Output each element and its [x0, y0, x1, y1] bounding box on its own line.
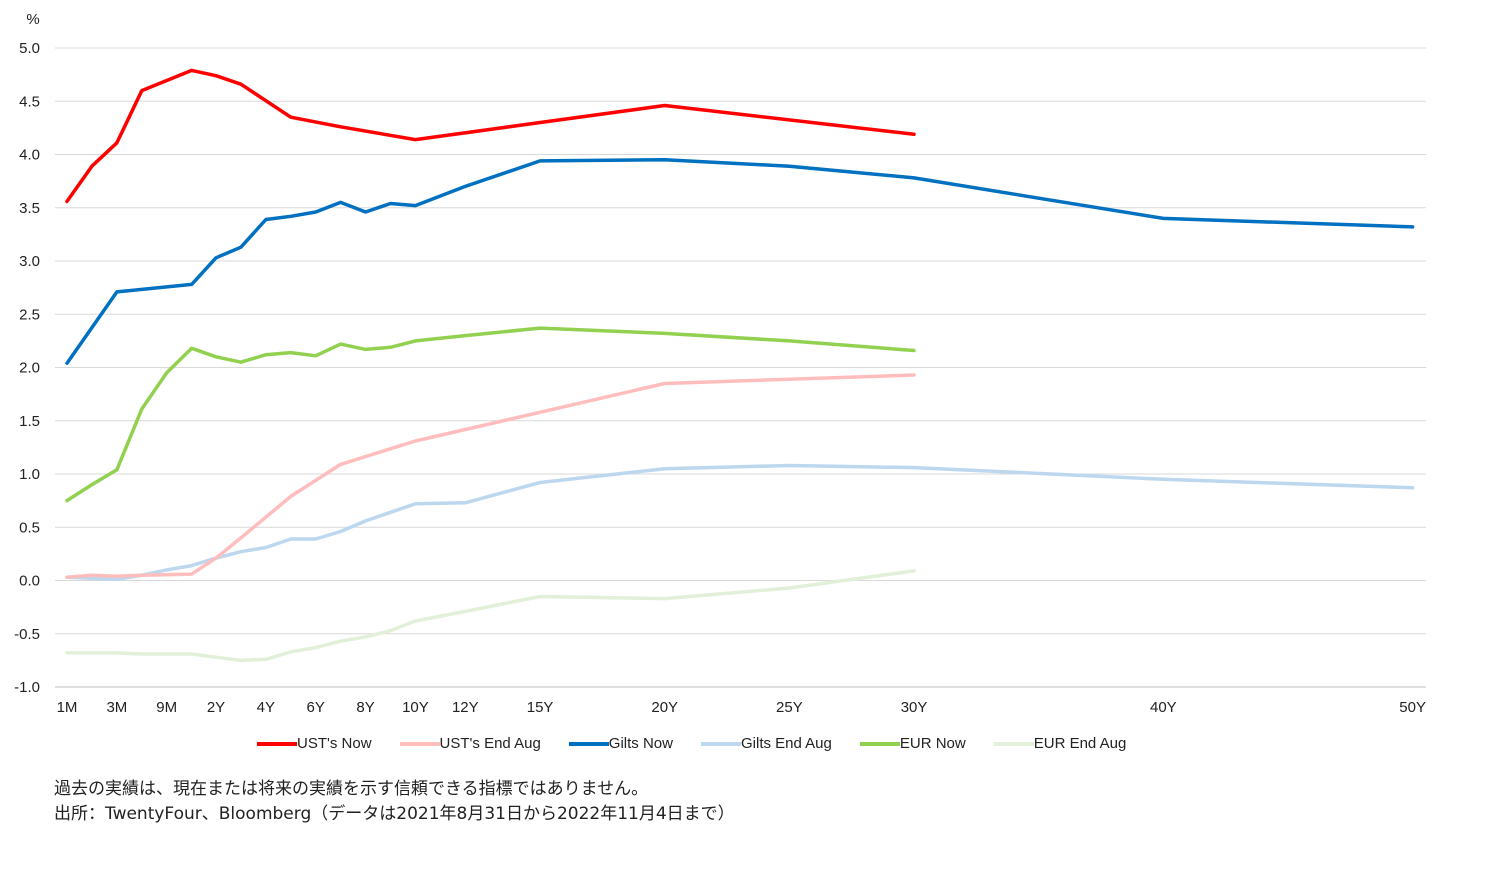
y-tick-label: 4.0 — [19, 147, 40, 164]
series-line-ust-s-now — [65, 68, 916, 204]
y-tick-label: 3.5 — [19, 200, 40, 217]
legend-swatch — [399, 741, 440, 746]
x-tick-label: 50Y — [1399, 699, 1426, 716]
y-tick-label: 1.0 — [19, 466, 40, 483]
legend-swatch — [993, 741, 1034, 746]
y-tick-label: 3.0 — [19, 253, 40, 270]
y-axis-label: % — [26, 11, 39, 28]
series-line-eur-now — [65, 326, 916, 503]
disclaimer-text: 過去の実績は、現在または将来の実績を示す信頼できる指標ではありません。 — [54, 779, 649, 799]
legend-item: EUR Now — [859, 735, 966, 752]
legend-label: Gilts End Aug — [740, 735, 832, 752]
y-tick-label: -1.0 — [14, 679, 40, 696]
legend-label: EUR End Aug — [1033, 735, 1127, 752]
legend-item: EUR End Aug — [993, 735, 1127, 752]
legend: UST's Now UST's End Aug Gilts Now Gilts End… — [257, 735, 1154, 752]
legend-swatch — [700, 741, 741, 746]
x-tick-label: 15Y — [527, 699, 554, 716]
legend-label: Gilts Now — [608, 735, 673, 752]
x-tick-label: 6Y — [307, 699, 325, 716]
source-text: 出所：TwentyFour、Bloomberg（データは2021年8月31日から… — [54, 804, 735, 824]
legend-swatch — [859, 741, 900, 746]
y-tick-label: 5.0 — [19, 40, 40, 57]
x-tick-label: 3M — [106, 699, 127, 716]
y-tick-label: 2.5 — [19, 306, 40, 323]
series-line-eur-end-aug — [65, 569, 916, 663]
x-tick-label: 2Y — [207, 699, 225, 716]
legend-swatch — [257, 741, 297, 746]
x-tick-label: 20Y — [651, 699, 678, 716]
series-line-ust-s-end-aug — [65, 373, 916, 580]
x-tick-label: 25Y — [776, 699, 803, 716]
y-tick-label: 4.5 — [19, 93, 40, 110]
x-tick-label: 10Y — [402, 699, 429, 716]
x-tick-label: 40Y — [1150, 699, 1177, 716]
x-tick-label: 4Y — [257, 699, 275, 716]
legend-item: UST's Now — [257, 735, 372, 752]
y-tick-label: -0.5 — [14, 626, 40, 643]
x-tick-label: 1M — [57, 699, 78, 716]
y-tick-label: 0.0 — [19, 573, 40, 590]
legend-item: Gilts Now — [568, 735, 673, 752]
legend-label: UST's Now — [297, 735, 372, 752]
y-tick-label: 1.5 — [19, 413, 40, 430]
x-tick-label: 30Y — [901, 699, 928, 716]
x-tick-label: 8Y — [356, 699, 374, 716]
y-tick-label: 2.0 — [19, 360, 40, 377]
series-line-gilts-now — [65, 158, 1415, 365]
x-tick-label: 9M — [156, 699, 177, 716]
legend-swatch — [568, 741, 609, 746]
x-tick-label: 12Y — [452, 699, 479, 716]
legend-label: UST's End Aug — [439, 735, 541, 752]
y-tick-label: 0.5 — [19, 519, 40, 536]
series-line-gilts-end-aug — [65, 463, 1415, 582]
legend-item: UST's End Aug — [399, 735, 541, 752]
legend-label: EUR Now — [899, 735, 966, 752]
legend-item: Gilts End Aug — [700, 735, 832, 752]
